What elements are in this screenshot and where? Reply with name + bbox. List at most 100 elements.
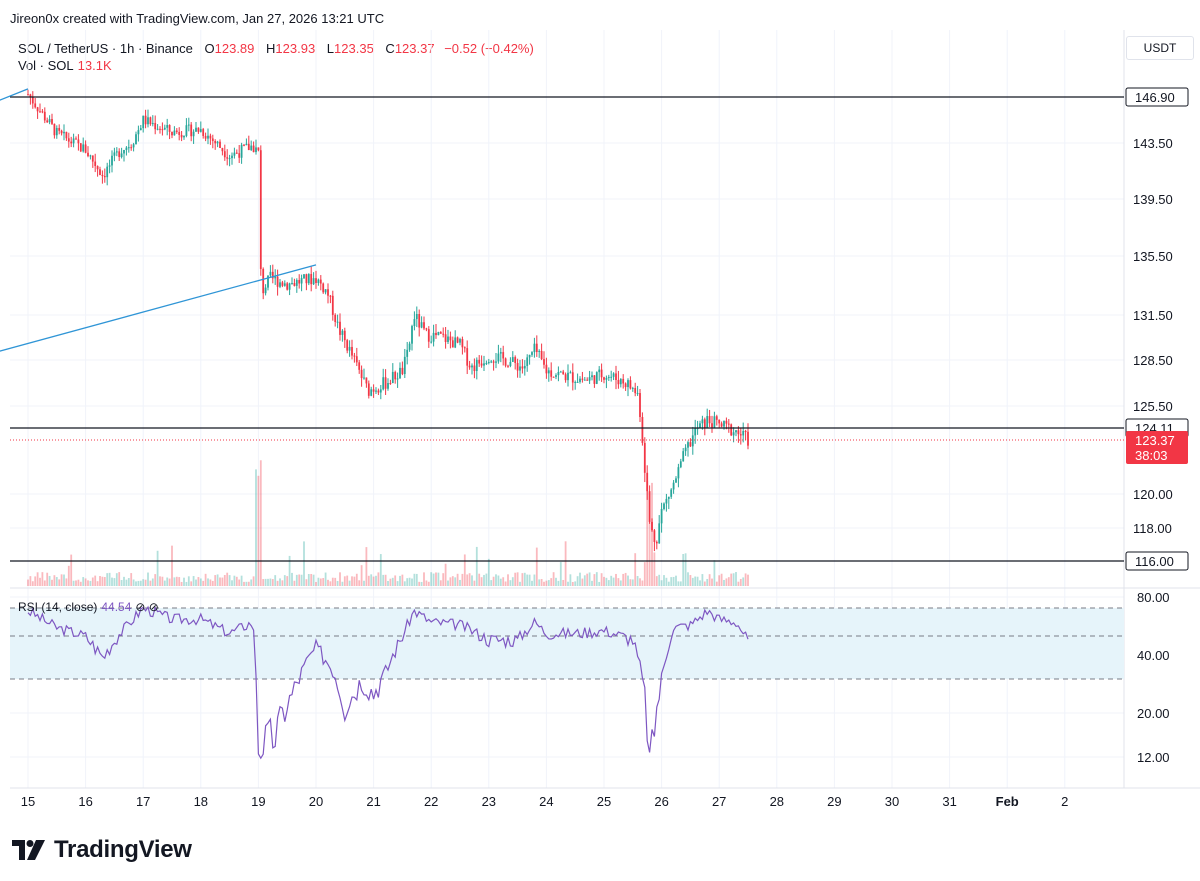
candle-body xyxy=(742,431,745,436)
candle xyxy=(739,427,742,445)
volume-bar xyxy=(576,576,579,586)
candle xyxy=(444,326,447,349)
candle xyxy=(46,117,49,123)
volume-legend[interactable]: Vol · SOL 13.1K xyxy=(18,58,112,73)
candle-body xyxy=(132,144,135,148)
candle xyxy=(480,355,483,368)
candle xyxy=(471,363,473,375)
volume-bar xyxy=(223,574,226,586)
candle xyxy=(423,316,425,331)
volume-bar xyxy=(396,581,399,586)
candle xyxy=(459,337,461,346)
candle-body xyxy=(672,482,675,490)
rsi-legend[interactable]: RSI (14, close) 44.54 ⊘ ⊘ xyxy=(18,600,159,614)
price-tick-label: 135.50 xyxy=(1133,249,1173,264)
candle-body xyxy=(113,152,116,156)
candle xyxy=(219,139,221,149)
symbol-legend[interactable]: SOL / TetherUS · 1h · Binance O123.89 H1… xyxy=(18,40,534,58)
volume-bar xyxy=(684,553,687,586)
volume-bar xyxy=(115,573,118,586)
candle-body xyxy=(499,352,502,354)
volume-bar xyxy=(163,580,166,586)
candle-body xyxy=(135,134,137,145)
candle-body xyxy=(125,147,128,150)
candle xyxy=(485,360,488,366)
candle xyxy=(231,152,233,165)
candle-body xyxy=(502,352,505,359)
candle xyxy=(562,369,565,375)
volume-bar xyxy=(675,575,677,586)
symbol-name[interactable]: SOL / TetherUS · 1h · Binance xyxy=(18,41,193,56)
candle-body xyxy=(571,372,574,383)
volume-bar xyxy=(687,572,689,586)
candle-body xyxy=(593,375,596,384)
candle-body xyxy=(58,127,61,131)
volume-bars xyxy=(27,460,749,586)
tradingview-brand[interactable]: TradingView xyxy=(12,836,192,864)
candle xyxy=(478,355,481,367)
rsi-line xyxy=(27,605,749,760)
volume-bar xyxy=(346,575,349,586)
candle xyxy=(382,368,385,391)
candle xyxy=(523,360,526,376)
volume-bar xyxy=(430,572,433,586)
volume-bar xyxy=(696,576,699,586)
volume-bar xyxy=(247,581,250,586)
candle-body xyxy=(255,147,257,153)
candle-body xyxy=(533,343,536,353)
candle xyxy=(634,382,637,397)
candle-body xyxy=(699,423,701,429)
candle-body xyxy=(684,447,687,452)
candle-body xyxy=(391,371,394,384)
candle-body xyxy=(461,339,464,348)
currency-button[interactable]: USDT xyxy=(1126,36,1194,60)
candle xyxy=(291,277,293,285)
candle xyxy=(735,430,737,437)
volume-bar xyxy=(58,579,61,586)
candle-body xyxy=(51,119,53,124)
candle-body xyxy=(723,420,725,427)
candle-body xyxy=(552,376,555,378)
candle xyxy=(435,324,437,339)
candle-body xyxy=(591,375,593,378)
candle xyxy=(319,275,322,291)
volume-bar xyxy=(389,578,392,586)
candle-body xyxy=(341,330,344,335)
candle xyxy=(687,440,689,457)
volume-bar xyxy=(363,580,365,586)
volume-bar xyxy=(51,579,53,586)
candle-body xyxy=(324,289,327,293)
candle-body xyxy=(471,365,473,368)
volume-bar xyxy=(118,572,121,586)
volume-bar xyxy=(77,579,80,586)
candle-body xyxy=(231,155,233,159)
volume-bar xyxy=(439,580,442,586)
candle xyxy=(437,331,440,336)
volume-bar xyxy=(471,575,473,586)
candle xyxy=(588,370,591,384)
candle-body xyxy=(504,358,507,366)
candle xyxy=(144,109,147,129)
candle xyxy=(691,426,694,455)
candle xyxy=(195,121,197,132)
time-tick-label: 22 xyxy=(424,794,438,809)
volume-bar xyxy=(367,575,370,586)
candle-body xyxy=(187,124,190,126)
volume-bar xyxy=(238,579,241,586)
candle xyxy=(447,329,449,344)
volume-bar xyxy=(108,572,111,586)
candle-body xyxy=(384,377,387,389)
candle-body xyxy=(636,393,639,395)
candle-body xyxy=(389,383,392,385)
candle-body xyxy=(346,340,349,351)
candle-body xyxy=(329,295,332,297)
candle xyxy=(171,131,173,139)
volume-bar xyxy=(221,577,224,586)
volume-bar xyxy=(348,580,351,586)
volume-bar xyxy=(123,576,125,586)
volume-bar xyxy=(557,580,560,586)
candle-body xyxy=(375,390,377,392)
candle-body xyxy=(377,390,380,393)
candle xyxy=(713,411,716,429)
